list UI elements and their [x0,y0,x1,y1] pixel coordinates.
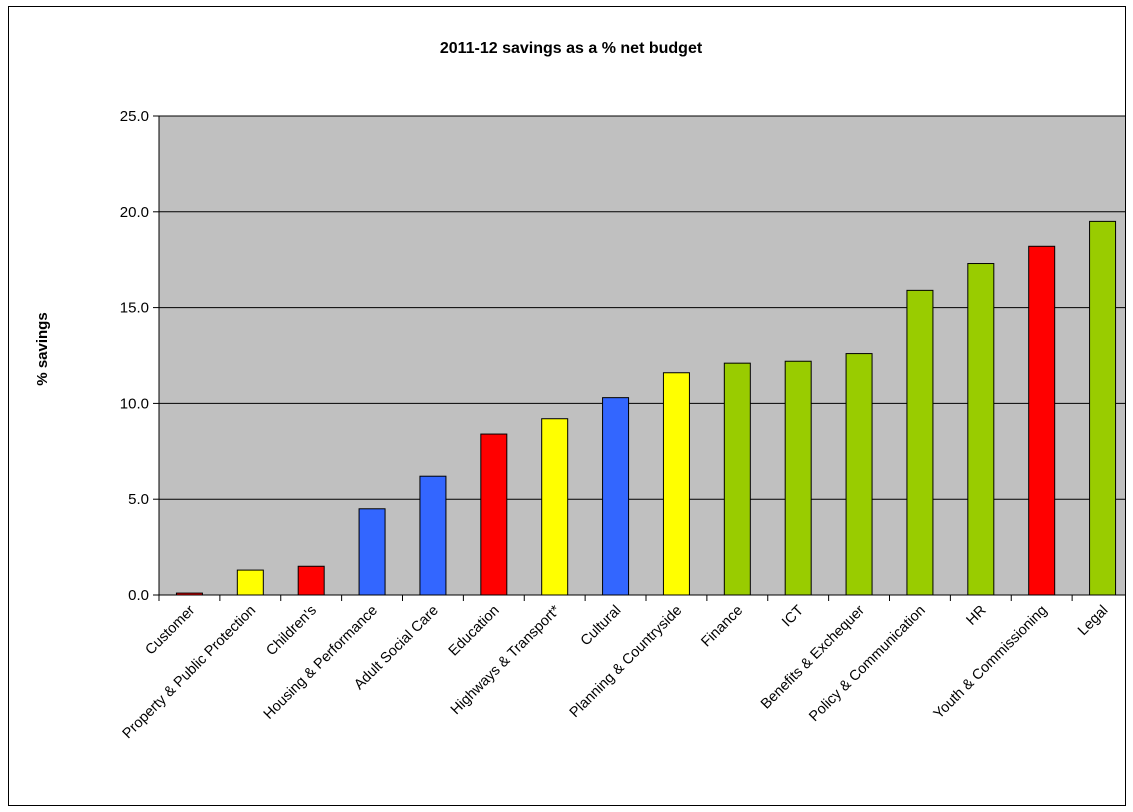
x-category-label: Cultural [578,603,625,650]
bar [602,397,630,596]
x-category-label: Benefits & Exchequer [758,602,868,712]
bar [175,592,203,596]
y-tick-label: 20.0 [120,204,149,221]
x-category-label: Highways & Transport* [448,602,564,718]
x-category-label: Customer [143,602,199,658]
x-category-label: Youth & Commissioning [931,603,1051,723]
y-tick-label: 10.0 [120,395,149,412]
y-tick-label: 25.0 [120,108,149,125]
bar [358,508,386,596]
bar [236,569,264,596]
bar [845,353,873,596]
chart-frame: 2011-12 savings as a % net budget % savi… [8,6,1126,806]
x-category-label: ICT [779,602,807,630]
x-category-label: Housing & Performance [261,603,381,723]
plot-background [158,115,1125,596]
bar [1089,220,1117,596]
bar [662,372,690,596]
bar [723,362,751,596]
x-category-label: Children's [263,603,320,660]
bar [297,565,325,596]
bar-chart: 2011-12 savings as a % net budget % savi… [34,40,1125,742]
y-tick-label: 15.0 [120,300,149,317]
bar [906,289,934,596]
x-category-label: Education [446,603,503,660]
y-tick-label: 5.0 [128,491,149,508]
bar [967,263,995,596]
x-category-label: Policy & Communication [806,603,928,725]
x-category-label: Finance [698,603,746,651]
x-category-label: Property & Public Protection [120,603,260,743]
bar [419,475,447,596]
bar [480,433,508,596]
x-category-label: HR [964,603,990,629]
chart-title: 2011-12 savings as a % net budget [440,40,703,57]
bar [1028,245,1056,596]
x-category-label: Planning & Countryside [567,603,685,721]
bar [541,418,569,596]
x-category-label: Legal [1075,603,1111,639]
bar [784,360,812,596]
y-axis-title: % savings [34,312,51,385]
y-tick-label: 0.0 [128,587,149,604]
